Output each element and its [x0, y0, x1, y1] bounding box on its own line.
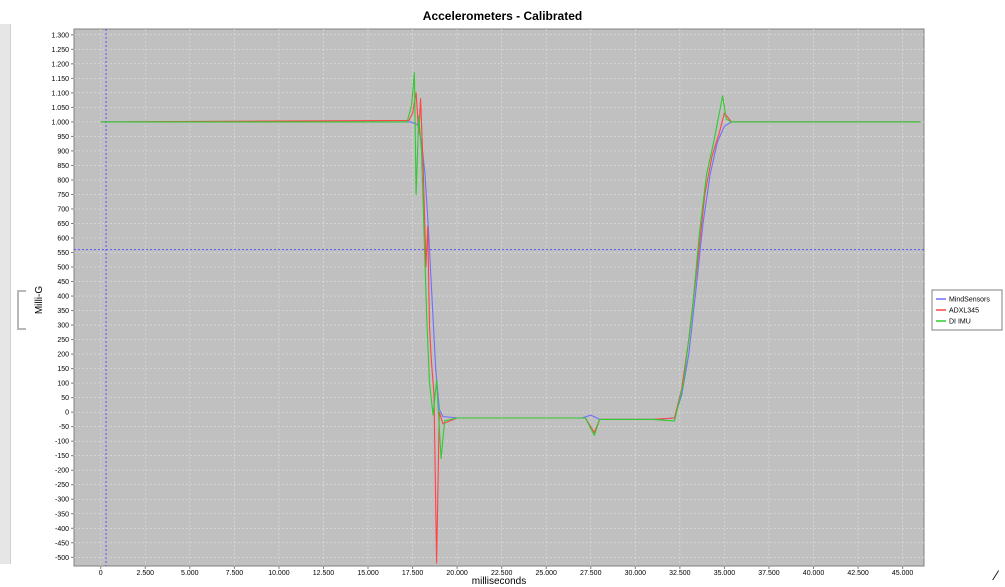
- y-tick-label: 0: [65, 410, 69, 417]
- y-tick-label: 950: [57, 134, 69, 141]
- plot-area[interactable]: [73, 28, 925, 567]
- y-tick-label: 450: [57, 279, 69, 286]
- y-tick-label: -400: [55, 526, 69, 533]
- x-tick-label: 35.000: [714, 570, 736, 577]
- legend-label: ADXL345: [949, 308, 979, 315]
- collapse-bracket-icon[interactable]: [17, 290, 26, 330]
- chart-title: Accelerometers - Calibrated: [422, 9, 583, 23]
- y-tick-label: 1.300: [51, 32, 69, 39]
- y-tick-label: 300: [57, 323, 69, 330]
- x-tick-label: 20.000: [446, 570, 468, 577]
- y-tick-label: -500: [55, 555, 69, 562]
- y-tick-label: 900: [57, 148, 69, 155]
- left-panel-strip: [0, 24, 11, 564]
- y-tick-label: 150: [57, 366, 69, 373]
- y-tick-label: 750: [57, 192, 69, 199]
- y-tick-label: 1.250: [51, 47, 69, 54]
- series-lines: [100, 71, 921, 564]
- x-tick-label: 40.000: [803, 570, 825, 577]
- y-tick-label: 550: [57, 250, 69, 257]
- series-line-adxl345[interactable]: [100, 92, 921, 564]
- y-tick-label: 500: [57, 265, 69, 272]
- legend: MindSensors ADXL345 DI IMU: [931, 289, 1003, 331]
- x-tick-label: 32.500: [669, 570, 691, 577]
- corner-mark-icon: ⁄: [995, 567, 998, 583]
- x-tick-label: 27.500: [580, 570, 602, 577]
- y-tick-label: 100: [57, 381, 69, 388]
- x-tick-label: 7.500: [226, 570, 244, 577]
- x-axis: 0 2.500 5.000 7.500 10.000 12.500 15.000 17.500…: [99, 566, 914, 577]
- series-line-mindsensors[interactable]: [100, 121, 921, 420]
- legend-label: MindSensors: [949, 297, 990, 304]
- x-tick-label: 30.000: [625, 570, 647, 577]
- y-tick-label: 800: [57, 177, 69, 184]
- grid-lines: [74, 29, 924, 566]
- y-tick-label: -150: [55, 453, 69, 460]
- x-tick-label: 15.000: [357, 570, 379, 577]
- y-tick-label: 850: [57, 163, 69, 170]
- y-axis: 1.300 1.250 1.200 1.150 1.100 1.050 1.000 950 90…: [51, 32, 74, 562]
- y-tick-label: 250: [57, 337, 69, 344]
- y-tick-label: 350: [57, 308, 69, 315]
- y-tick-label: 1.050: [51, 105, 69, 112]
- x-tick-label: 10.000: [268, 570, 290, 577]
- y-tick-label: -200: [55, 468, 69, 475]
- x-tick-label: 37.500: [758, 570, 780, 577]
- series-line-di-imu[interactable]: [100, 71, 921, 460]
- x-tick-label: 42.500: [847, 570, 869, 577]
- crosshair: [74, 29, 924, 566]
- y-tick-label: 1.100: [51, 90, 69, 97]
- y-tick-label: 600: [57, 235, 69, 242]
- x-tick-label: 0: [99, 570, 103, 577]
- y-tick-label: 650: [57, 221, 69, 228]
- y-tick-label: -250: [55, 482, 69, 489]
- x-tick-label: 22.500: [491, 570, 513, 577]
- y-tick-label: 50: [61, 395, 69, 402]
- y-tick-label: -450: [55, 540, 69, 547]
- y-tick-label: 1.200: [51, 61, 69, 68]
- y-axis-title: Milli-G: [34, 286, 45, 315]
- x-tick-label: 17.500: [402, 570, 424, 577]
- y-tick-label: -50: [59, 424, 69, 431]
- y-tick-label: 1.000: [51, 119, 69, 126]
- x-tick-label: 5.000: [181, 570, 199, 577]
- x-tick-label: 2.500: [137, 570, 155, 577]
- y-tick-label: 400: [57, 294, 69, 301]
- y-tick-label: -100: [55, 439, 69, 446]
- y-tick-label: -300: [55, 497, 69, 504]
- y-tick-label: -350: [55, 511, 69, 518]
- legend-label: DI IMU: [949, 319, 971, 326]
- x-axis-title: milliseconds: [472, 576, 526, 587]
- x-tick-label: 25.000: [536, 570, 558, 577]
- y-tick-label: 700: [57, 206, 69, 213]
- x-tick-label: 12.500: [313, 570, 335, 577]
- y-tick-label: 200: [57, 352, 69, 359]
- y-tick-label: 1.150: [51, 76, 69, 83]
- x-tick-label: 45.000: [892, 570, 914, 577]
